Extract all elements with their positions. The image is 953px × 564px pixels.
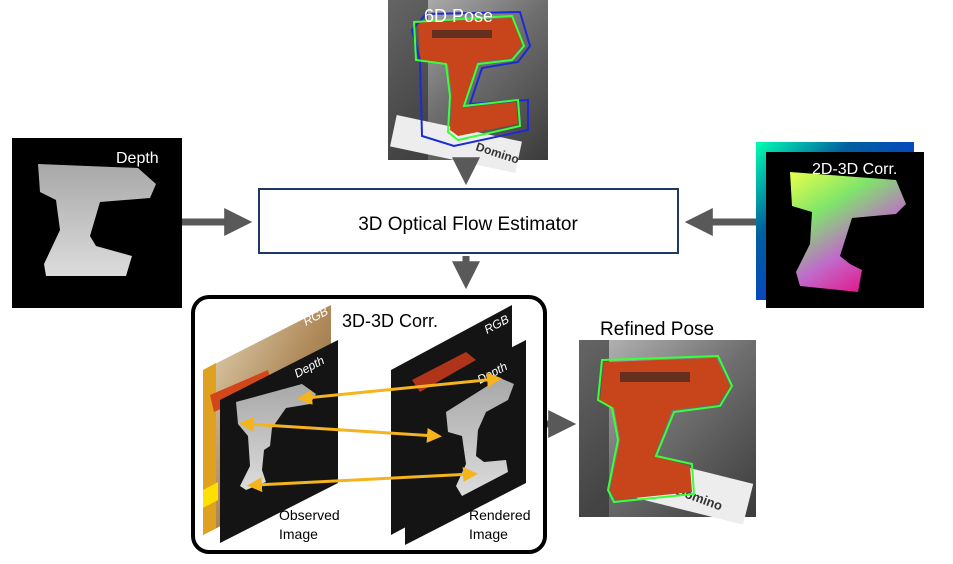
pose-6d-image: Domino 6D Pose [388, 0, 548, 173]
observed-depth-silhouette [236, 384, 316, 490]
corr-2d3d-silhouette [790, 172, 906, 292]
estimator-block: 3D Optical Flow Estimator [258, 188, 679, 254]
domino-box [390, 115, 522, 173]
corr-arrow-3 [247, 466, 478, 493]
depth-label: Depth [116, 150, 159, 167]
rendered-caption-line1: Rendered [469, 507, 531, 523]
refined-pose-label: Refined Pose [600, 319, 714, 340]
depth-silhouette [38, 164, 156, 276]
corr-arrow-2 [239, 416, 442, 443]
corr-2d3d-image: 2D-3D Corr. [756, 142, 924, 308]
refined-pose-image: Refined Pose Domino [579, 319, 756, 525]
rendered-caption-line2: Image [469, 526, 508, 542]
corr-arrow-1 [297, 372, 502, 405]
rendered-depth-silhouette [446, 378, 514, 496]
estimator-label: 3D Optical Flow Estimator [358, 214, 578, 235]
corr-3d3d-block: 3D-3D Corr. RGB Depth RGB Depth [191, 295, 547, 554]
flow-arrows [182, 157, 756, 438]
observed-caption-line2: Image [279, 526, 318, 542]
refined-drill-object [600, 358, 730, 500]
corr-3d3d-label: 3D-3D Corr. [342, 311, 438, 331]
depth-image: Depth [12, 138, 182, 308]
drill-object [418, 18, 522, 136]
correspondence-arrows [239, 372, 502, 493]
corr-2d3d-label: 2D-3D Corr. [812, 161, 897, 178]
observed-caption-line1: Observed [279, 507, 340, 523]
refined-pose-contour [596, 354, 734, 504]
pose-6d-label: 6D Pose [424, 6, 493, 26]
estimated-pose-contour [412, 14, 526, 142]
